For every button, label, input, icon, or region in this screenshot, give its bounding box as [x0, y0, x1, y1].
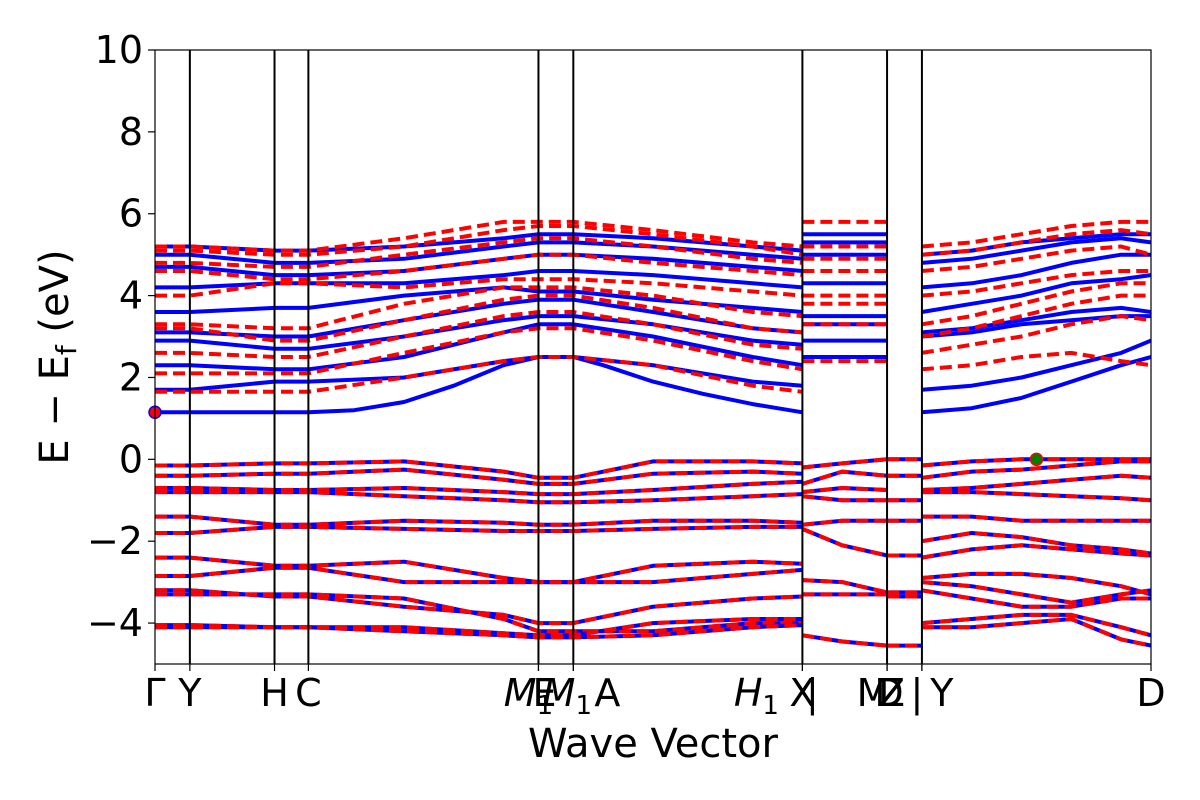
x-tick-label: Y — [177, 671, 202, 715]
band-line-dashed — [921, 580, 1151, 605]
x-tick-label: | — [911, 671, 924, 716]
band-line-dashed — [921, 571, 1151, 597]
band-line-solid — [921, 252, 1151, 290]
x-tick-label: M1 — [543, 671, 592, 721]
y-tick-label: 2 — [119, 355, 143, 399]
x-tick-label: M — [857, 671, 890, 715]
band-line-dashed — [921, 616, 1151, 648]
x-tick-label: X — [789, 671, 815, 715]
band-line-dashed — [921, 244, 1151, 273]
x-tick-label: M1 — [504, 671, 553, 721]
x-tick-label: E — [532, 671, 556, 715]
band-line-dashed — [155, 277, 803, 298]
band-line-dashed — [802, 518, 888, 527]
band-line-dashed — [801, 527, 888, 558]
band-line-dashed — [155, 524, 803, 535]
x-tick-label: C — [295, 671, 322, 715]
band-line-dashed — [921, 269, 1151, 298]
band-line-dashed — [921, 457, 1151, 468]
band-line-dashed — [802, 494, 888, 503]
band-line-dashed — [155, 252, 803, 282]
band-line-dashed — [921, 350, 1151, 372]
band-line-dashed — [921, 588, 1151, 609]
y-tick-label: −2 — [87, 519, 143, 563]
band-line-dashed — [155, 490, 803, 505]
band-line-dashed — [921, 543, 1151, 560]
band-line-solid — [155, 355, 803, 415]
band-line-dashed — [155, 514, 803, 527]
band-line-dashed — [155, 459, 803, 480]
band-line-dashed — [921, 459, 1151, 480]
band-line-dashed — [921, 530, 1151, 556]
band-line-dashed — [155, 310, 803, 359]
band-line-dashed — [802, 457, 888, 470]
x-tick-label: | — [806, 671, 819, 716]
band-line-dashed — [921, 612, 1151, 638]
x-tick-label: Y — [929, 671, 954, 715]
band-line-dashed — [155, 326, 803, 376]
x-tick-label: Γ — [144, 671, 165, 715]
band-line-dashed — [155, 592, 803, 634]
band-line-dashed — [802, 485, 888, 495]
y-tick-label: 4 — [119, 274, 143, 318]
band-line-dashed — [155, 219, 803, 253]
band-line-dashed — [155, 285, 803, 331]
plot-frame — [154, 49, 1152, 665]
band-line-dashed — [801, 469, 888, 486]
band-line-dashed — [155, 236, 803, 269]
y-axis-title-subscript: f — [50, 344, 83, 355]
band-line-solid — [921, 273, 1151, 314]
band-line-solid — [921, 338, 1151, 392]
x-tick-label: H — [260, 671, 289, 715]
band-line-dashed — [921, 219, 1151, 249]
band-line-dashed — [155, 355, 803, 394]
y-tick-label: 6 — [119, 192, 143, 236]
y-tick-label: 8 — [119, 110, 143, 154]
x-tick-label: H1 — [734, 671, 779, 721]
y-tick-label: −4 — [87, 601, 143, 645]
band-marker — [1029, 452, 1044, 467]
y-tick-label: 10 — [95, 28, 143, 72]
band-line-solid — [921, 355, 1151, 415]
band-line-solid — [921, 236, 1151, 265]
band-line-dashed — [921, 490, 1151, 503]
y-axis-title-unit: (eV) — [32, 249, 78, 345]
x-tick-label: Z — [879, 671, 905, 715]
y-axis-title: E − Ef (eV) — [32, 249, 83, 464]
band-line-dashed — [155, 555, 803, 585]
y-axis-title-main: E − E — [32, 355, 78, 465]
x-tick-label: D — [874, 671, 903, 715]
band-line-dashed — [802, 633, 888, 648]
band-line-dashed — [921, 314, 1151, 355]
bands-layer — [155, 219, 1151, 648]
band-line-dashed — [921, 228, 1151, 257]
band-line-dashed — [155, 224, 803, 257]
band-line-dashed — [155, 565, 803, 585]
x-axis-title: Wave Vector — [528, 721, 779, 767]
band-line-solid — [155, 314, 803, 351]
band-line-solid — [155, 269, 803, 290]
x-tick-label: A — [594, 671, 620, 715]
band-line-dashed — [155, 293, 803, 343]
band-line-dashed — [155, 467, 803, 486]
band-line-dashed — [802, 578, 888, 595]
x-tick-label: D — [1136, 671, 1165, 715]
band-line-dashed — [155, 623, 803, 640]
kpoint-lines — [188, 50, 923, 664]
y-axis-ticks: −4 −2 0 2 4 6 8 10 — [87, 28, 155, 645]
band-line-dashed — [921, 281, 1151, 327]
y-tick-label: 0 — [119, 437, 143, 481]
band-line-dashed — [155, 479, 803, 497]
band-line-dashed — [921, 473, 1151, 492]
band-line-dashed — [921, 514, 1151, 523]
band-line-dashed — [921, 293, 1151, 339]
